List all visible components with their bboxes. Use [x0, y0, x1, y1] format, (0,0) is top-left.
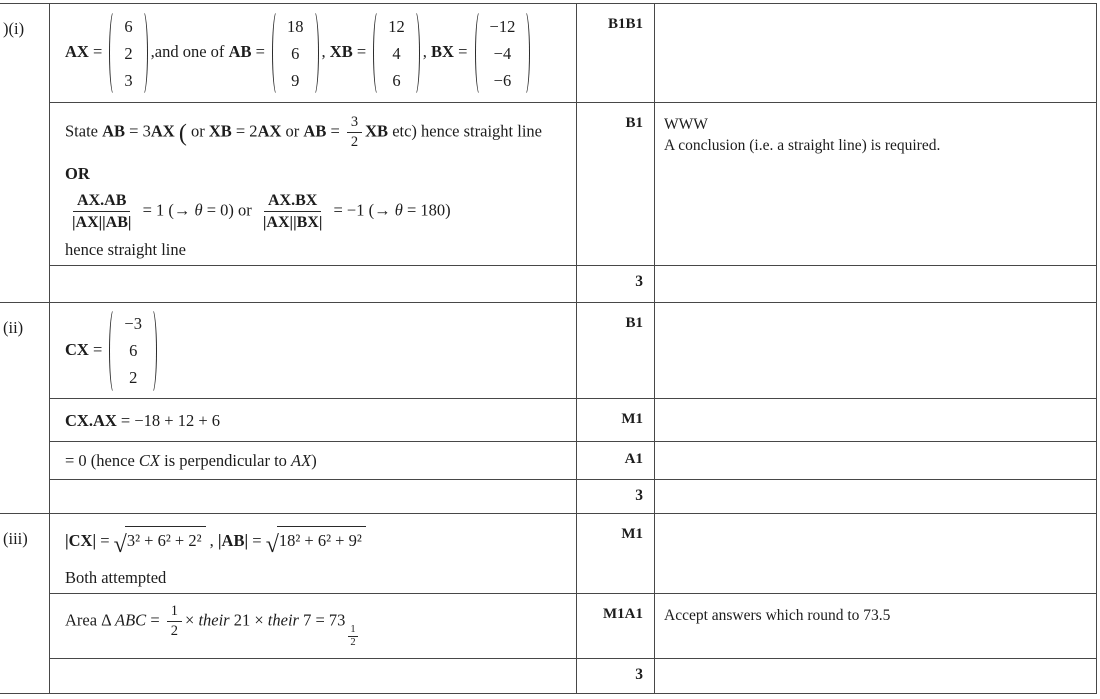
working-row8-magnitudes: |CX| = √ 3² + 6² + 2² , |AB| = √ 18² + 6² …	[50, 514, 577, 594]
marks-cell-row8: M1	[577, 514, 655, 594]
perpendicular-statement: = 0 (hence CX is perpendicular to AX)	[65, 451, 317, 470]
mark-scheme-table: )(i) (ii) (iii) AX = 6 2 3 ,and one of AB =…	[0, 3, 1097, 694]
sqrt-ab: √ 18² + 6² + 9²	[266, 526, 366, 558]
right-paren	[138, 10, 148, 96]
comment-cell-row10	[655, 659, 1096, 693]
comment-cell-row9: Accept answers which round to 73.5	[655, 594, 1096, 659]
sqrt-cx: √ 3² + 6² + 2²	[114, 526, 206, 558]
right-paren	[147, 307, 157, 394]
mark-value: B1	[625, 115, 643, 131]
column-vector-cx: −3 6 2	[109, 307, 157, 394]
and-one-of-text: ,and one of	[150, 41, 229, 61]
column-vector-ab: 18 6 9	[272, 10, 319, 96]
theta-symbol: θ	[194, 200, 203, 220]
part-label-i-text: )(i)	[3, 19, 25, 38]
vector-name-xb: XB	[329, 41, 353, 61]
part-label-ii: (ii)	[0, 303, 50, 514]
mark-value: A1	[624, 451, 643, 467]
working-row10-empty	[50, 659, 577, 693]
working-row3-empty	[50, 266, 577, 303]
both-attempted-text: Both attempted	[65, 568, 167, 587]
marks-cell-row4: B1	[577, 303, 655, 399]
scanned-mark-scheme-page: { "labels": { "i": ")(i)", "ii": "(ii)",…	[0, 3, 1100, 699]
working-row7-empty	[50, 480, 577, 514]
mark-value: B1	[625, 315, 643, 331]
total-marks-part-ii: 3	[577, 480, 655, 514]
working-row6-perpendicular: = 0 (hence CX is perpendicular to AX)	[50, 442, 577, 480]
comment-cell-row4	[655, 303, 1096, 399]
total-value: 3	[635, 666, 643, 683]
mark-value: B1B1	[607, 16, 643, 32]
working-row1-vectors: AX = 6 2 3 ,and one of AB = 18 6 9, XB = 12 4 6…	[50, 4, 577, 103]
vector-name-ab: AB	[228, 41, 252, 61]
part-label-i: )(i)	[0, 4, 50, 303]
marks-cell-row5: M1	[577, 399, 655, 442]
comment-cell-row8	[655, 514, 1096, 594]
magnitude-equation: |CX| = √ 3² + 6² + 2² , |AB| = √ 18² + 6² …	[65, 526, 576, 558]
left-paren	[109, 10, 119, 96]
comment-cell-row6	[655, 442, 1096, 480]
part-label-iii: (iii)	[0, 514, 50, 693]
comment-cell-row2: WWW A conclusion (i.e. a straight line) …	[655, 103, 1096, 266]
triangle-abc: ABC	[115, 610, 147, 630]
column-vector-xb: 12 4 6	[373, 10, 420, 96]
marks-cell-row1: B1B1	[577, 4, 655, 103]
working-row5-dot-product: CX.AX = −18 + 12 + 6	[50, 399, 577, 442]
tall-paren: (	[178, 120, 187, 147]
theta-symbol: θ	[394, 200, 403, 220]
mark-value: M1A1	[603, 606, 643, 622]
marks-cell-row6: A1	[577, 442, 655, 480]
hence-straight-line-text: hence straight line	[65, 240, 186, 260]
comment-cell-row1	[655, 4, 1096, 103]
total-value: 3	[635, 487, 643, 504]
comment-cell-row7	[655, 480, 1096, 514]
working-row9-area: Area Δ ABC = 1 2 × their 21 × their 7 = 73…	[50, 594, 577, 659]
column-vector-bx: −12 −4 −6	[474, 10, 531, 96]
part-label-ii-text: (ii)	[3, 318, 24, 337]
fraction-axab: AX.AB |AX||AB|	[72, 191, 132, 231]
area-equation: Area Δ ABC = 1 2 × their 21 × their 7 = 73…	[65, 602, 358, 649]
marks-cell-row9: M1A1	[577, 594, 655, 659]
or-separator: OR	[65, 163, 90, 183]
equation-cx: CX = −3 6 2	[65, 307, 160, 394]
left-paren	[109, 307, 119, 394]
comment-accept: Accept answers which round to 73.5	[664, 607, 891, 624]
dot-product-line: AX.AB |AX||AB| = 1 (→ θ = 0) or AX.BX |AX|…	[65, 191, 576, 232]
equation-cxax: CX.AX = −18 + 12 + 6	[65, 410, 221, 430]
mark-value: M1	[621, 526, 643, 542]
comment-cell-row3	[655, 266, 1096, 303]
part-label-iii-text: (iii)	[3, 529, 28, 548]
mark-value: M1	[621, 411, 643, 427]
working-row4-cx-vector: CX = −3 6 2	[50, 303, 577, 399]
comment-cell-row5	[655, 399, 1096, 442]
total-marks-part-iii: 3	[577, 659, 655, 693]
total-value: 3	[635, 273, 643, 290]
marks-cell-row2: B1	[577, 103, 655, 266]
equals-sign: =	[88, 41, 107, 61]
vector-name-cx: CX	[65, 339, 89, 359]
comment-www: WWW	[664, 116, 708, 133]
vector-name-ax: AX	[65, 41, 89, 61]
comment-conclusion: A conclusion (i.e. a straight line) is r…	[664, 137, 941, 154]
vector-name-bx: BX	[431, 41, 454, 61]
fraction-axbx: AX.BX |AX||BX|	[262, 191, 323, 231]
equals-sign: =	[88, 339, 107, 359]
total-marks-part-i: 3	[577, 266, 655, 303]
equation-vectors: AX = 6 2 3 ,and one of AB = 18 6 9, XB = 12 4 6…	[65, 10, 533, 96]
